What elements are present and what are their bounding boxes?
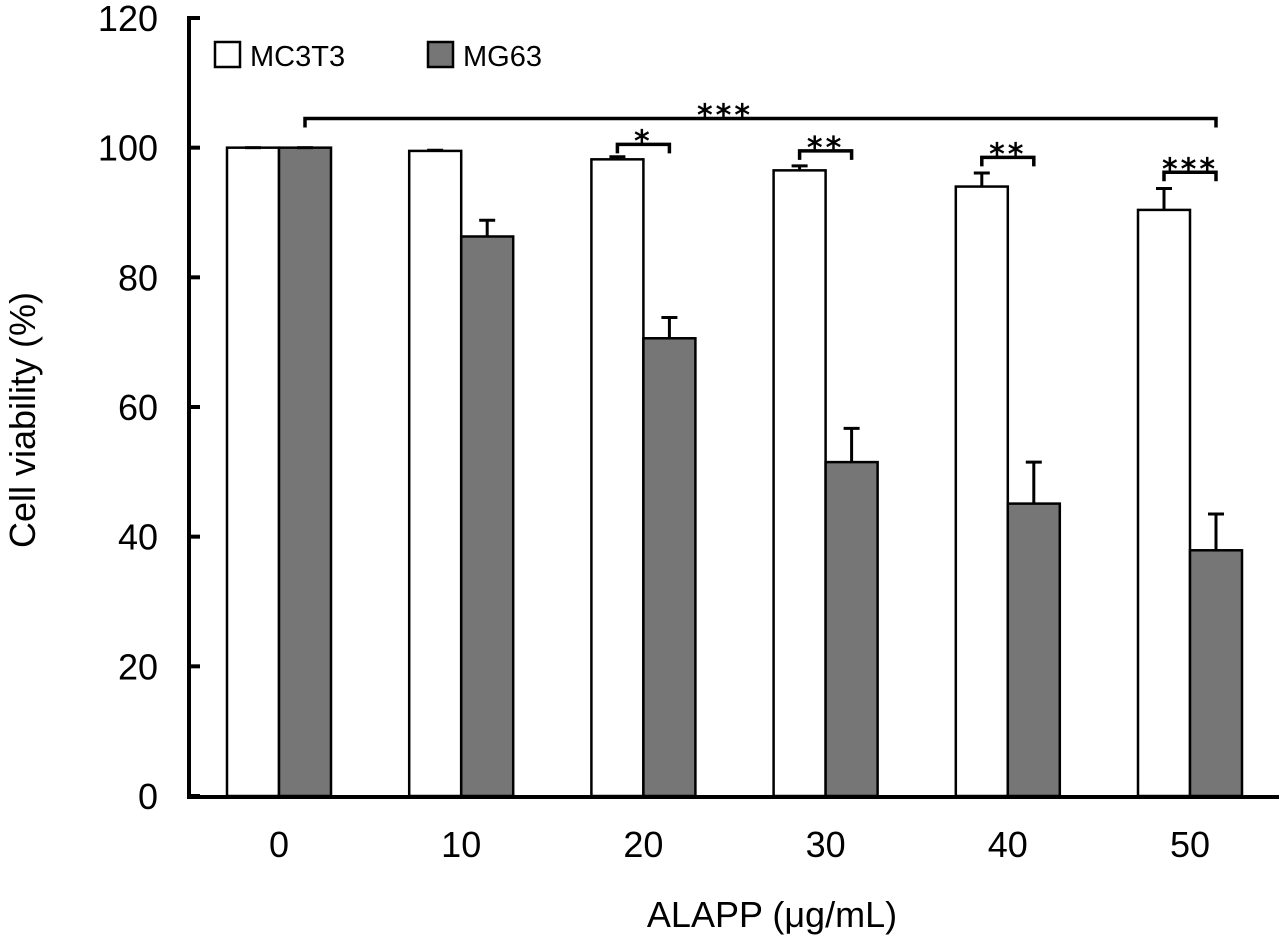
- error-bar-mg63-40: [1025, 460, 1042, 504]
- bar-mg63-20: [642, 337, 697, 798]
- significance-label: ***: [697, 98, 753, 133]
- legend-label-mg63: MG63: [463, 41, 542, 73]
- significance-label: **: [989, 137, 1026, 172]
- x-tick-label: 0: [269, 824, 289, 865]
- error-bar-mc3t3-40: [973, 171, 990, 187]
- significance-bracket: [303, 116, 1218, 128]
- legend-label-mc3t3: MC3T3: [250, 41, 345, 73]
- y-tick-label: 80: [118, 257, 158, 298]
- x-axis-title: ALAPP (μg/mL): [647, 894, 897, 935]
- error-bars-layer: [245, 146, 1224, 551]
- bar-mc3t3-30: [772, 169, 827, 798]
- y-tick-label: 60: [118, 387, 158, 428]
- significance-bracket: [980, 155, 1036, 167]
- bar-mg63-50: [1188, 549, 1244, 798]
- bar-mc3t3-10: [407, 149, 463, 798]
- y-tick-label: 20: [118, 646, 158, 687]
- significance-label: **: [807, 131, 844, 166]
- y-axis-line: [187, 16, 1279, 799]
- y-axis-title: Cell viability (%): [2, 292, 43, 548]
- significance-bracket: [797, 149, 854, 160]
- x-tick-label: 20: [623, 824, 663, 865]
- significance-bracket: [615, 142, 672, 154]
- significance-label: ***: [1162, 152, 1218, 187]
- y-tick-label: 40: [118, 517, 158, 558]
- axes: [187, 16, 1279, 799]
- y-tick-label: 100: [98, 128, 158, 169]
- x-tick-label: 40: [988, 824, 1028, 865]
- bar-mc3t3-50: [1136, 208, 1192, 798]
- error-bar-mg63-20: [661, 316, 678, 339]
- x-tick-label: 30: [806, 824, 846, 865]
- bar-mg63-10: [459, 235, 515, 798]
- significance-annotations: **** ** ** ***: [303, 98, 1218, 187]
- error-bar-mc3t3-10: [427, 148, 444, 152]
- bar-mg63-30: [824, 460, 879, 798]
- legend-swatch-mg63: [426, 40, 455, 69]
- x-tick-label: 10: [441, 824, 481, 865]
- y-tick-label: 0: [138, 776, 158, 817]
- error-bar-mc3t3-50: [1156, 187, 1172, 210]
- bar-mg63-40: [1006, 502, 1062, 798]
- x-ticks: 0 10 20 30 40 50: [269, 824, 1210, 865]
- significance-bracket: [1162, 170, 1218, 182]
- bar-mc3t3-20: [590, 158, 645, 798]
- y-ticks: 0 20 40 60 80 100 120: [98, 0, 200, 817]
- bars-layer: [225, 146, 1244, 798]
- bar-mc3t3-40: [954, 185, 1010, 798]
- bar-mc3t3-0: [225, 146, 281, 798]
- bar-mg63-0: [277, 146, 333, 798]
- error-bar-mg63-30: [843, 426, 860, 463]
- legend-swatch-mc3t3: [213, 40, 242, 69]
- error-bar-mg63-50: [1208, 512, 1224, 551]
- significance-label: *: [634, 124, 653, 159]
- error-bar-mc3t3-20: [609, 155, 626, 160]
- y-tick-label: 120: [98, 0, 158, 39]
- legend: MC3T3 MG63: [213, 40, 542, 73]
- error-bar-mc3t3-30: [791, 164, 808, 171]
- x-tick-label: 50: [1170, 824, 1210, 865]
- error-bar-mg63-10: [479, 218, 496, 237]
